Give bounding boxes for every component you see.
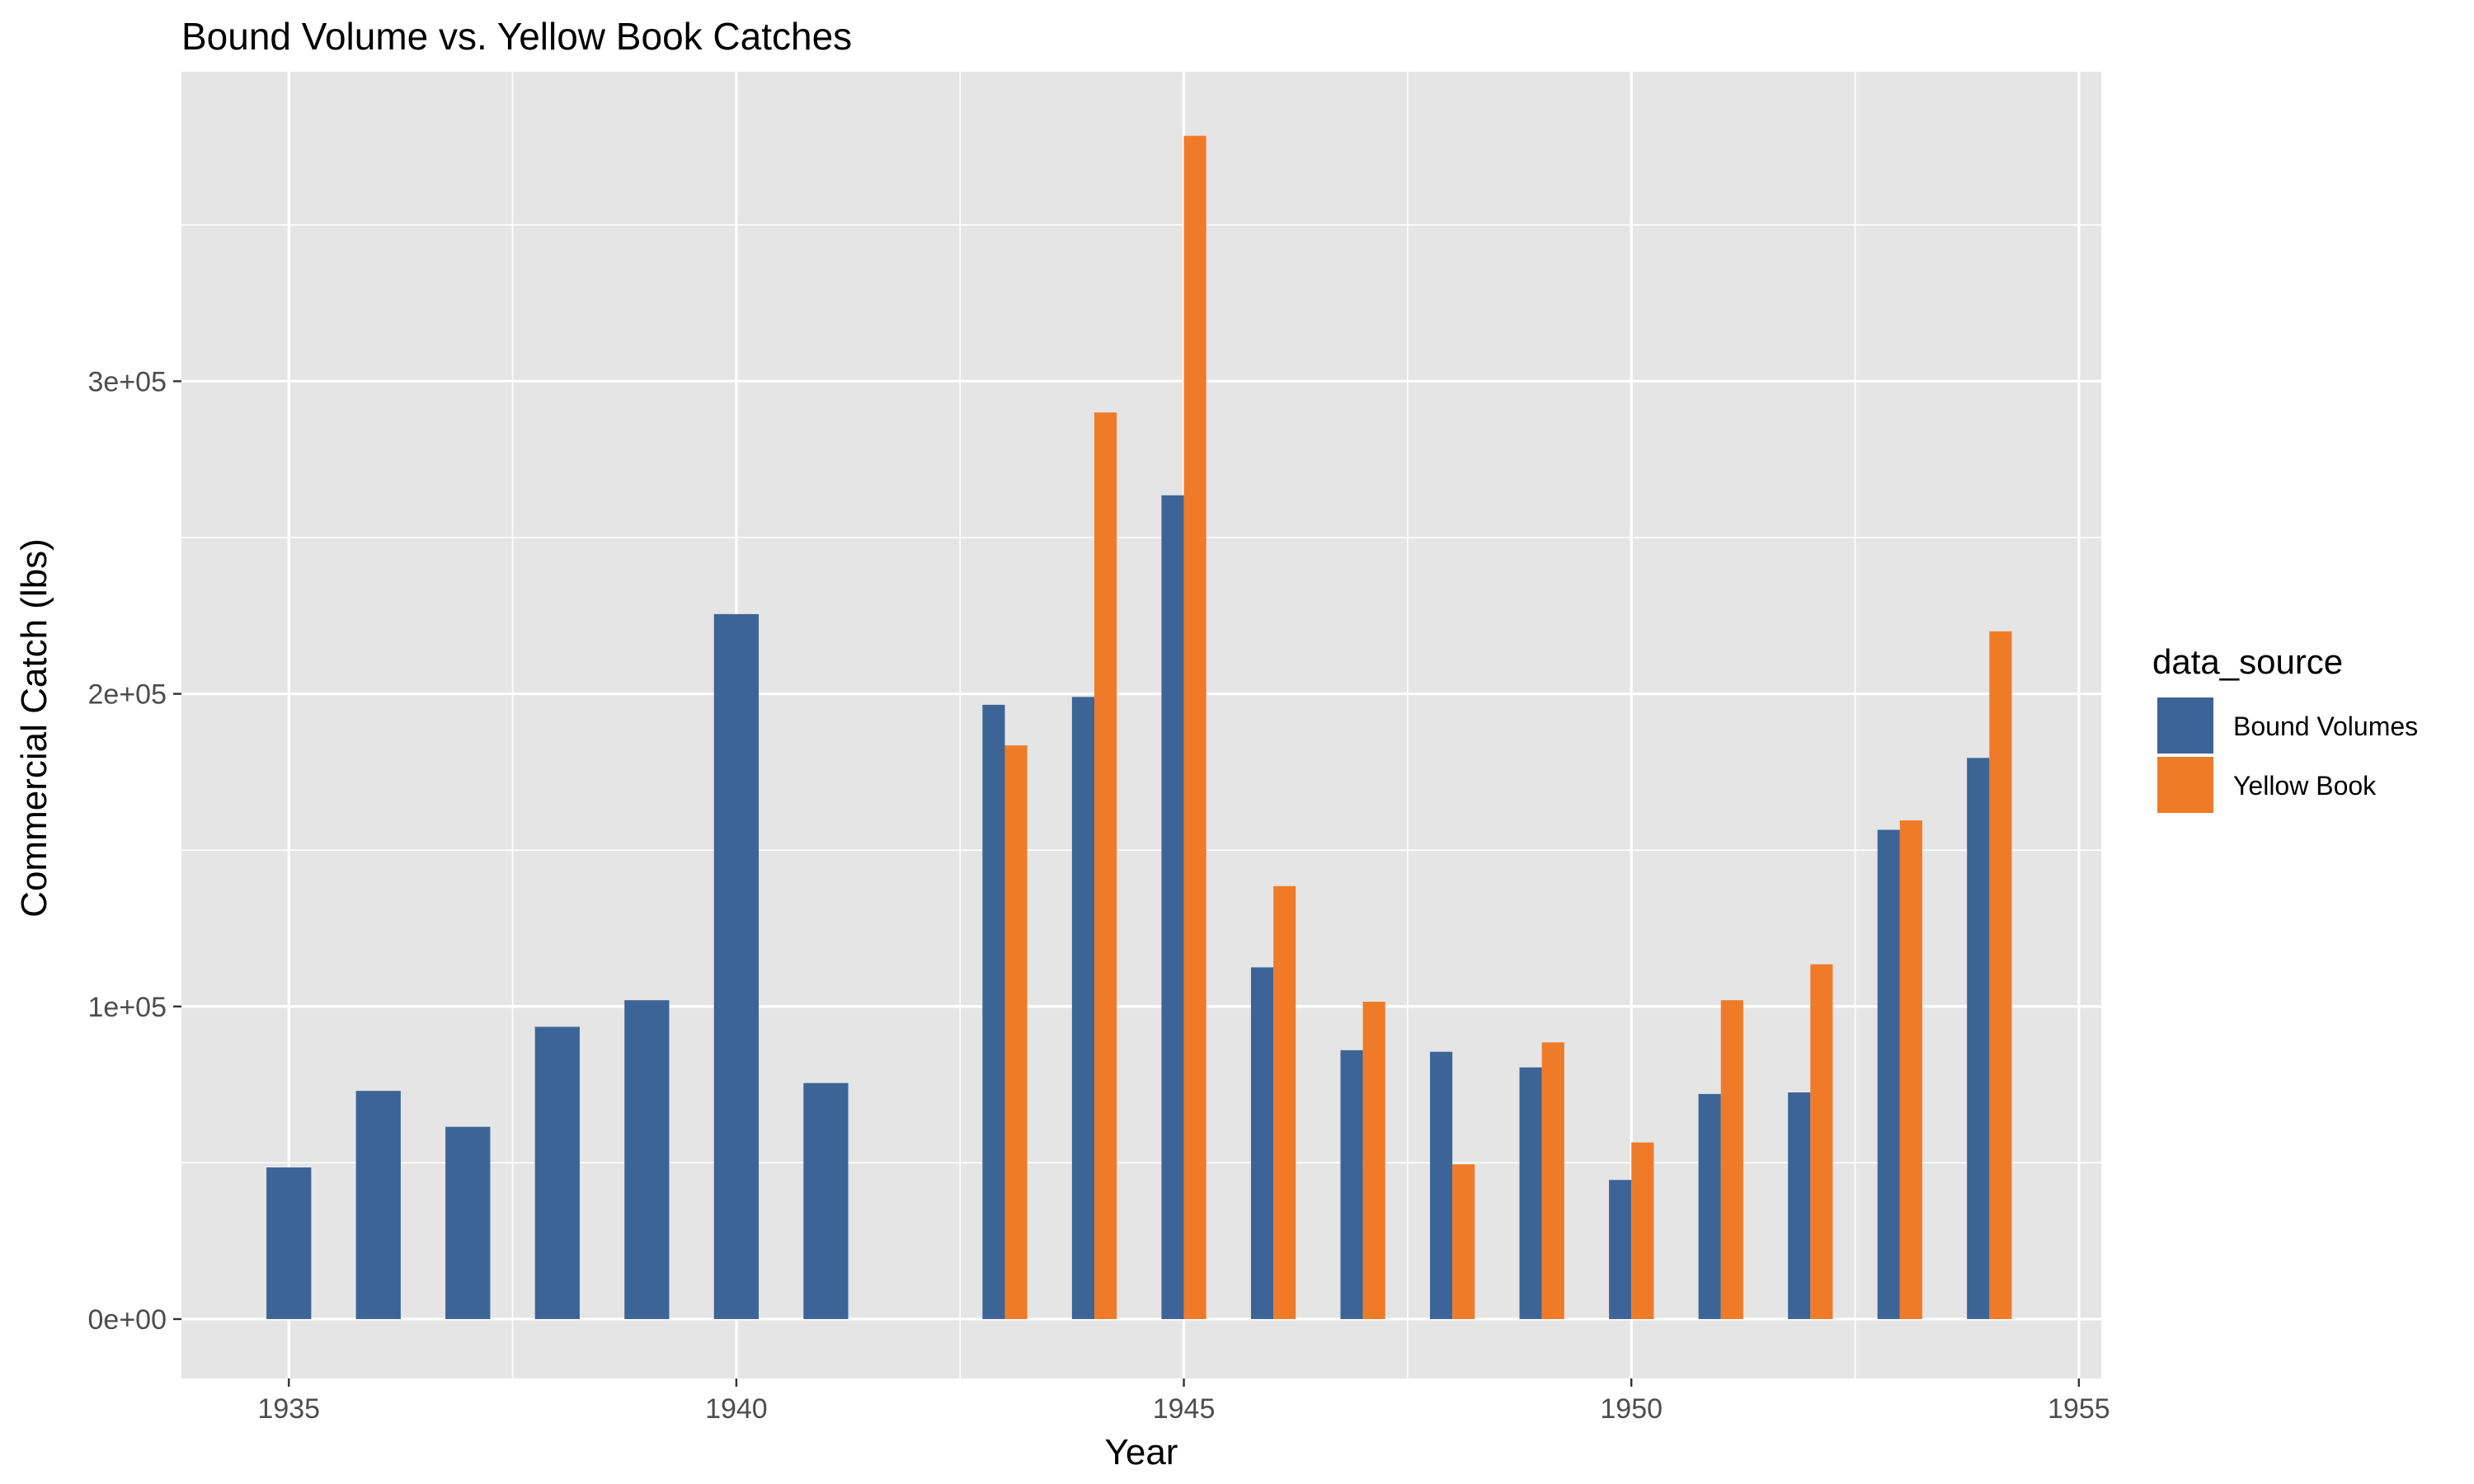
bar-bound-volumes-1947: [1340, 1050, 1363, 1319]
legend-swatch-bound-volumes: [2157, 697, 2213, 754]
bar-bound-volumes-1938: [534, 1026, 580, 1319]
bar-yellow-book-1944: [1094, 412, 1117, 1319]
bar-yellow-book-1951: [1720, 1000, 1743, 1319]
bar-yellow-book-1950: [1631, 1142, 1654, 1319]
y-axis-title: Commercial Catch (lbs): [14, 538, 54, 918]
x-tick-label: 1940: [705, 1393, 768, 1425]
y-axis: 0e+00 1e+05 2e+05 3e+05: [88, 366, 181, 1336]
y-tick-label: 1e+05: [88, 992, 167, 1023]
legend: data_source Bound Volumes Yellow Book: [2152, 642, 2418, 813]
bar-yellow-book-1949: [1541, 1042, 1564, 1319]
chart-title: Bound Volume vs. Yellow Book Catches: [181, 15, 852, 58]
x-tick-label: 1945: [1153, 1393, 1216, 1425]
bar-bound-volumes-1950: [1609, 1180, 1632, 1319]
x-axis: 1935 1940 1945 1950 1955: [257, 1378, 2110, 1425]
bar-bound-volumes-1943: [982, 704, 1005, 1319]
x-tick-label: 1935: [257, 1393, 320, 1425]
x-axis-title: Year: [1105, 1432, 1178, 1472]
bar-bound-volumes-1945: [1161, 495, 1184, 1319]
x-tick-label: 1955: [2048, 1393, 2110, 1425]
bar-yellow-book-1952: [1810, 964, 1833, 1319]
bar-yellow-book-1948: [1452, 1164, 1475, 1319]
legend-title: data_source: [2152, 642, 2343, 681]
bar-bound-volumes-1946: [1250, 967, 1274, 1319]
y-tick-label: 2e+05: [88, 679, 167, 711]
bar-bound-volumes-1936: [355, 1091, 401, 1319]
bar-bound-volumes-1941: [803, 1082, 849, 1319]
bar-bound-volumes-1954: [1967, 758, 1990, 1319]
legend-label-yellow-book: Yellow Book: [2233, 771, 2377, 801]
bar-bound-volumes-1939: [624, 1000, 670, 1319]
bar-bound-volumes-1935: [266, 1167, 312, 1319]
x-tick-label: 1950: [1600, 1393, 1663, 1425]
bar-yellow-book-1946: [1273, 885, 1296, 1319]
bar-bound-volumes-1948: [1430, 1051, 1453, 1319]
bar-yellow-book-1945: [1183, 135, 1206, 1319]
bar-yellow-book-1947: [1362, 1002, 1385, 1319]
legend-label-bound-volumes: Bound Volumes: [2233, 711, 2418, 741]
plot-panel: [181, 72, 2101, 1378]
bar-bound-volumes-1940: [713, 613, 760, 1319]
minor-gridlines: [181, 72, 2101, 1378]
bar-bound-volumes-1937: [445, 1126, 491, 1319]
y-tick-label: 3e+05: [88, 366, 167, 397]
bar-yellow-book-1953: [1899, 820, 1922, 1319]
y-tick-label: 0e+00: [88, 1304, 167, 1336]
bar-bound-volumes-1953: [1877, 829, 1900, 1319]
bar-yellow-book-1943: [1004, 745, 1028, 1319]
bar-bound-volumes-1949: [1519, 1067, 1542, 1319]
bars: [266, 135, 2012, 1319]
bar-bound-volumes-1951: [1698, 1093, 1721, 1319]
legend-swatch-yellow-book: [2157, 757, 2213, 813]
bar-bound-volumes-1952: [1788, 1092, 1811, 1319]
bar-bound-volumes-1944: [1071, 697, 1095, 1319]
bar-yellow-book-1954: [1989, 631, 2012, 1319]
